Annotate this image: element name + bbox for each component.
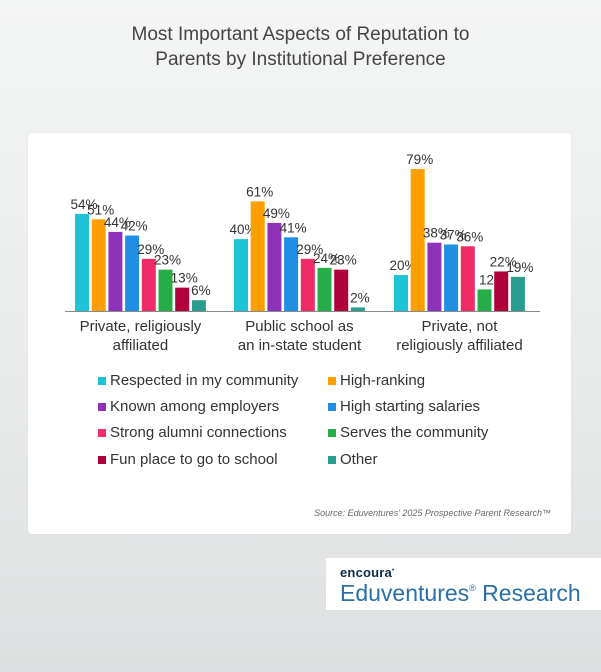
legend-swatch xyxy=(328,402,336,411)
legend-label: High starting salaries xyxy=(340,398,481,415)
data-label-2-5: 29% xyxy=(296,242,323,257)
legend-label: High-ranking xyxy=(340,372,426,389)
legend-item-5: Strong alumni connections xyxy=(98,424,287,441)
data-label-3-5: 36% xyxy=(456,229,483,244)
data-label-1-5: 29% xyxy=(137,242,164,257)
legend-swatch xyxy=(98,428,106,437)
bar-3-8 xyxy=(510,276,525,311)
legend-item-4: High starting salaries xyxy=(328,398,480,415)
bar-2-1 xyxy=(234,239,248,311)
source-note: Source: Eduventures' 2025 Prospective Pa… xyxy=(314,508,551,518)
brand-eduventures-research: Eduventures® Research xyxy=(340,580,581,606)
bar-2-8 xyxy=(350,307,365,311)
chart-title-line-2: Parents by Institutional Preference xyxy=(155,49,446,70)
bar-3-5 xyxy=(460,246,475,311)
chart-legend: Respected in my community High-ranking Kno… xyxy=(28,133,571,493)
bar-1-1 xyxy=(75,213,89,311)
chart-card: 54% 51% 44% 42% 29% 23% 13% 6% Private, religiou… xyxy=(28,133,571,534)
legend-label: Other xyxy=(340,451,378,468)
data-label-3-1: 20% xyxy=(389,258,416,273)
bar-2-5 xyxy=(300,258,315,311)
data-label-3-8: 19% xyxy=(506,260,533,275)
bar-1-3 xyxy=(108,231,123,311)
bar-2-2 xyxy=(250,201,265,311)
bar-1-8 xyxy=(191,300,206,311)
data-label-2-4: 41% xyxy=(280,220,307,235)
brand-logo: encoura• Eduventures® Research xyxy=(326,558,601,610)
data-label-1-4: 42% xyxy=(121,219,148,234)
chart-title: Most Important Aspects of Reputation to … xyxy=(0,22,601,72)
legend-item-7: Fun place to go to school xyxy=(98,451,278,468)
bar-3-4 xyxy=(444,244,459,311)
data-label-2-2: 61% xyxy=(246,184,273,199)
category-label-1-line-2: affiliated xyxy=(113,337,169,354)
data-label-2-6: 24% xyxy=(313,251,340,266)
data-label-3-3: 38% xyxy=(423,226,450,241)
data-label-3-6: 12 xyxy=(479,272,494,287)
bar-1-5 xyxy=(141,258,156,311)
bar-1-7 xyxy=(175,287,190,311)
data-label-2-3: 49% xyxy=(263,206,290,221)
bar-2-7 xyxy=(334,269,349,311)
legend-label: Serves the community xyxy=(340,424,489,441)
legend-item-1: Respected in my community xyxy=(98,372,298,389)
bar-3-7 xyxy=(494,271,509,311)
data-label-1-3: 44% xyxy=(104,215,131,230)
legend-item-6: Serves the community xyxy=(328,424,488,441)
data-label-3-4: 37% xyxy=(440,227,467,242)
bar-3-3 xyxy=(427,242,442,311)
legend-item-2: High-ranking xyxy=(328,372,425,389)
bar-1-4 xyxy=(125,235,140,311)
chart-title-line-1: Most Important Aspects of Reputation to xyxy=(131,24,470,45)
category-label-2-line-2: an in-state student xyxy=(238,337,362,354)
legend-swatch xyxy=(98,402,106,411)
data-label-3-7: 22% xyxy=(490,254,517,269)
data-label-1-6: 23% xyxy=(154,253,181,268)
category-label-2-line-1: Public school as xyxy=(245,318,353,335)
data-label-3-2: 79% xyxy=(406,152,433,167)
bar-2-6 xyxy=(317,267,332,311)
bar-2-4 xyxy=(284,237,299,311)
bar-1-6 xyxy=(158,269,173,311)
data-label-2-1: 40% xyxy=(229,222,256,237)
brand-encoura: encoura• xyxy=(340,565,395,580)
legend-swatch xyxy=(328,428,336,437)
legend-swatch xyxy=(98,376,106,385)
bar-2-3 xyxy=(267,222,282,311)
legend-item-3: Known among employers xyxy=(98,398,279,415)
data-label-2-8: 2% xyxy=(350,290,370,305)
data-label-1-2: 51% xyxy=(87,202,114,217)
legend-label: Strong alumni connections xyxy=(110,424,287,441)
data-label-1-7: 13% xyxy=(171,271,198,286)
category-label-1-line-1: Private, religiously xyxy=(80,318,202,335)
category-label-3-line-2: religiously affiliated xyxy=(396,337,522,354)
legend-label: Fun place to go to school xyxy=(110,451,278,468)
legend-label: Respected in my community xyxy=(110,372,299,389)
data-label-1-1: 54% xyxy=(70,197,97,212)
data-label-1-8: 6% xyxy=(191,283,211,298)
bar-3-6 xyxy=(477,289,492,311)
bar-1-2 xyxy=(91,219,106,311)
legend-swatch xyxy=(98,455,106,464)
legend-label: Known among employers xyxy=(110,398,280,415)
data-label-2-7: 23% xyxy=(330,253,357,268)
legend-swatch xyxy=(328,455,336,464)
bar-chart: 54%51%44%42%29%23%13%6%Private, religiou… xyxy=(65,152,540,354)
legend-item-8: Other xyxy=(328,451,378,468)
bar-3-1 xyxy=(394,275,408,311)
category-label-3-line-1: Private, not xyxy=(422,318,499,335)
bar-3-2 xyxy=(410,169,425,311)
legend-swatch xyxy=(328,376,336,385)
